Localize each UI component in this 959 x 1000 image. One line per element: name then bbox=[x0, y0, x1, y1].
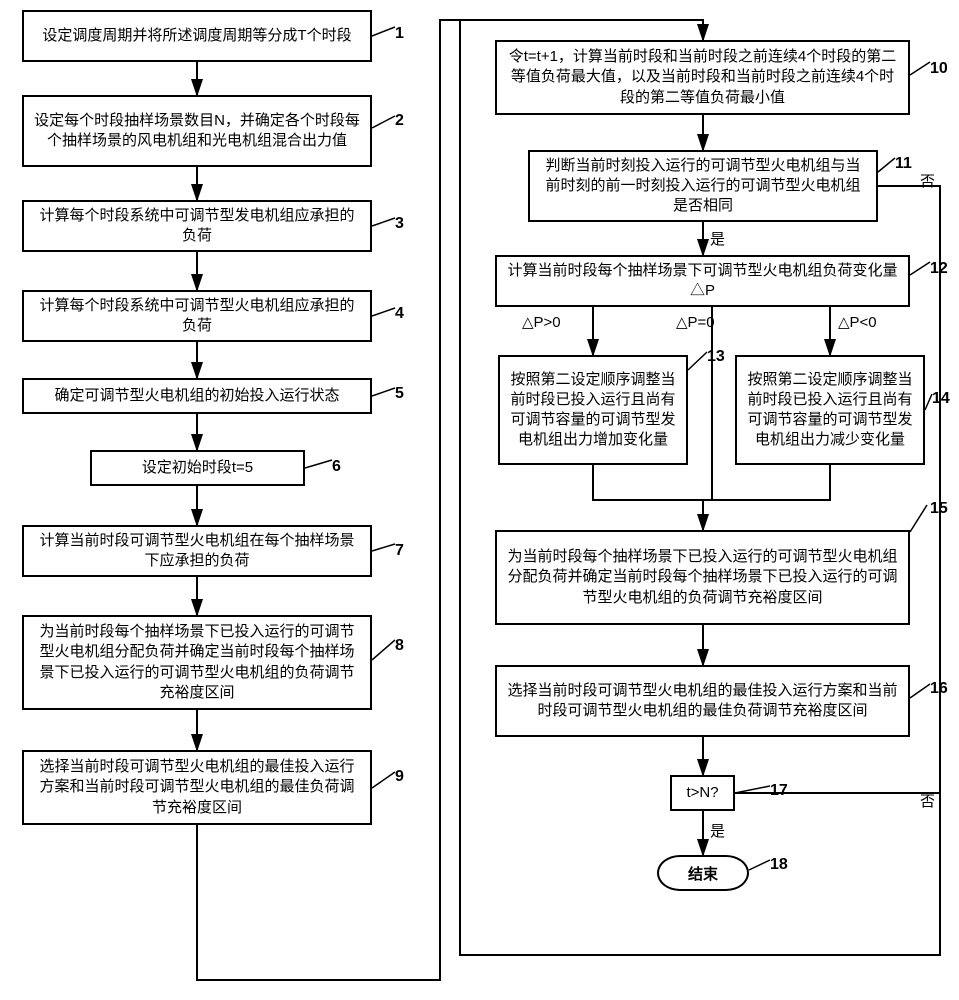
node-text: 确定可调节型火电机组的初始投入运行状态 bbox=[54, 386, 339, 406]
edge-label-yes1: 是 bbox=[710, 228, 725, 249]
node-text: 选择当前时段可调节型火电机组的最佳投入运行方案和当前时段可调节型火电机组的最佳负… bbox=[34, 757, 360, 818]
node-text: 设定初始时段t=5 bbox=[142, 458, 253, 478]
node-text: 令t=t+1，计算当前时段和当前时段之前连续4个时段的第二等值负荷最大值，以及当… bbox=[507, 47, 898, 108]
edge-label-no2: 否 bbox=[920, 790, 935, 811]
step-label-l17: 17 bbox=[770, 782, 788, 800]
node-text: 设定调度周期并将所述调度周期等分成T个时段 bbox=[42, 26, 351, 46]
flowchart-node-n14: 按照第二设定顺序调整当前时段已投入运行且尚有可调节容量的可调节型发电机组出力减少… bbox=[735, 355, 925, 465]
step-label-l7: 7 bbox=[395, 542, 404, 560]
flowchart-node-n9: 选择当前时段可调节型火电机组的最佳投入运行方案和当前时段可调节型火电机组的最佳负… bbox=[22, 750, 372, 825]
node-text: 结束 bbox=[688, 863, 718, 884]
flowchart-node-n6: 设定初始时段t=5 bbox=[90, 450, 305, 486]
node-text: 按照第二设定顺序调整当前时段已投入运行且尚有可调节容量的可调节型发电机组出力增加… bbox=[510, 370, 676, 451]
step-label-l1: 1 bbox=[395, 25, 404, 43]
edge-label-dp_neg: △P<0 bbox=[838, 313, 877, 331]
flowchart-node-n8: 为当前时段每个抽样场景下已投入运行的可调节型火电机组分配负荷并确定当前时段每个抽… bbox=[22, 615, 372, 710]
flowchart-node-n2: 设定每个时段抽样场景数目N，并确定各个时段每个抽样场景的风电机组和光电机组混合出… bbox=[22, 95, 372, 167]
step-label-l2: 2 bbox=[395, 112, 404, 130]
node-text: 判断当前时刻投入运行的可调节型火电机组与当前时刻的前一时刻投入运行的可调节型火电… bbox=[540, 156, 866, 217]
flowchart-node-n5: 确定可调节型火电机组的初始投入运行状态 bbox=[22, 378, 372, 414]
step-label-l3: 3 bbox=[395, 215, 404, 233]
flowchart-node-n3: 计算每个时段系统中可调节型发电机组应承担的负荷 bbox=[22, 200, 372, 252]
node-text: 计算每个时段系统中可调节型火电机组应承担的负荷 bbox=[34, 296, 360, 337]
edge-label-yes2: 是 bbox=[710, 820, 725, 841]
flowchart-node-n10: 令t=t+1，计算当前时段和当前时段之前连续4个时段的第二等值负荷最大值，以及当… bbox=[495, 40, 910, 115]
node-text: 计算当前时段可调节型火电机组在每个抽样场景下应承担的负荷 bbox=[34, 531, 360, 572]
flowchart-node-n13: 按照第二设定顺序调整当前时段已投入运行且尚有可调节容量的可调节型发电机组出力增加… bbox=[498, 355, 688, 465]
step-label-l10: 10 bbox=[930, 60, 948, 78]
step-label-l6: 6 bbox=[332, 458, 341, 476]
flowchart-node-n7: 计算当前时段可调节型火电机组在每个抽样场景下应承担的负荷 bbox=[22, 525, 372, 577]
step-label-l11: 11 bbox=[895, 155, 912, 173]
flowchart-node-n1: 设定调度周期并将所述调度周期等分成T个时段 bbox=[22, 10, 372, 62]
node-text: 设定每个时段抽样场景数目N，并确定各个时段每个抽样场景的风电机组和光电机组混合出… bbox=[34, 111, 360, 152]
node-text: 选择当前时段可调节型火电机组的最佳投入运行方案和当前时段可调节型火电机组的最佳负… bbox=[507, 681, 898, 722]
step-label-l13: 13 bbox=[707, 348, 725, 366]
node-text: t>N? bbox=[686, 783, 718, 803]
step-label-l15: 15 bbox=[930, 500, 948, 518]
step-label-l16: 16 bbox=[930, 680, 948, 698]
step-label-l9: 9 bbox=[395, 768, 404, 786]
step-label-l8: 8 bbox=[395, 637, 404, 655]
flowchart-node-n15: 为当前时段每个抽样场景下已投入运行的可调节型火电机组分配负荷并确定当前时段每个抽… bbox=[495, 530, 910, 625]
flowchart-node-n16: 选择当前时段可调节型火电机组的最佳投入运行方案和当前时段可调节型火电机组的最佳负… bbox=[495, 665, 910, 737]
node-text: 按照第二设定顺序调整当前时段已投入运行且尚有可调节容量的可调节型发电机组出力减少… bbox=[747, 370, 913, 451]
node-text: 计算当前时段每个抽样场景下可调节型火电机组负荷变化量△P bbox=[507, 261, 898, 302]
flowchart-node-n18: 结束 bbox=[657, 855, 749, 891]
step-label-l14: 14 bbox=[932, 390, 950, 408]
edge-label-no1: 否 bbox=[920, 170, 935, 191]
edge-label-dp_pos: △P>0 bbox=[522, 313, 561, 331]
node-text: 为当前时段每个抽样场景下已投入运行的可调节型火电机组分配负荷并确定当前时段每个抽… bbox=[34, 622, 360, 703]
node-text: 为当前时段每个抽样场景下已投入运行的可调节型火电机组分配负荷并确定当前时段每个抽… bbox=[507, 547, 898, 608]
flowchart-node-n4: 计算每个时段系统中可调节型火电机组应承担的负荷 bbox=[22, 290, 372, 342]
flowchart-node-n12: 计算当前时段每个抽样场景下可调节型火电机组负荷变化量△P bbox=[495, 255, 910, 307]
step-label-l18: 18 bbox=[770, 856, 788, 874]
step-label-l5: 5 bbox=[395, 385, 404, 403]
step-label-l12: 12 bbox=[930, 260, 948, 278]
node-text: 计算每个时段系统中可调节型发电机组应承担的负荷 bbox=[34, 206, 360, 247]
step-label-l4: 4 bbox=[395, 305, 404, 323]
flowchart-node-n17: t>N? bbox=[670, 775, 735, 811]
edge-label-dp_zero: △P=0 bbox=[676, 313, 715, 331]
flowchart-node-n11: 判断当前时刻投入运行的可调节型火电机组与当前时刻的前一时刻投入运行的可调节型火电… bbox=[528, 150, 878, 222]
